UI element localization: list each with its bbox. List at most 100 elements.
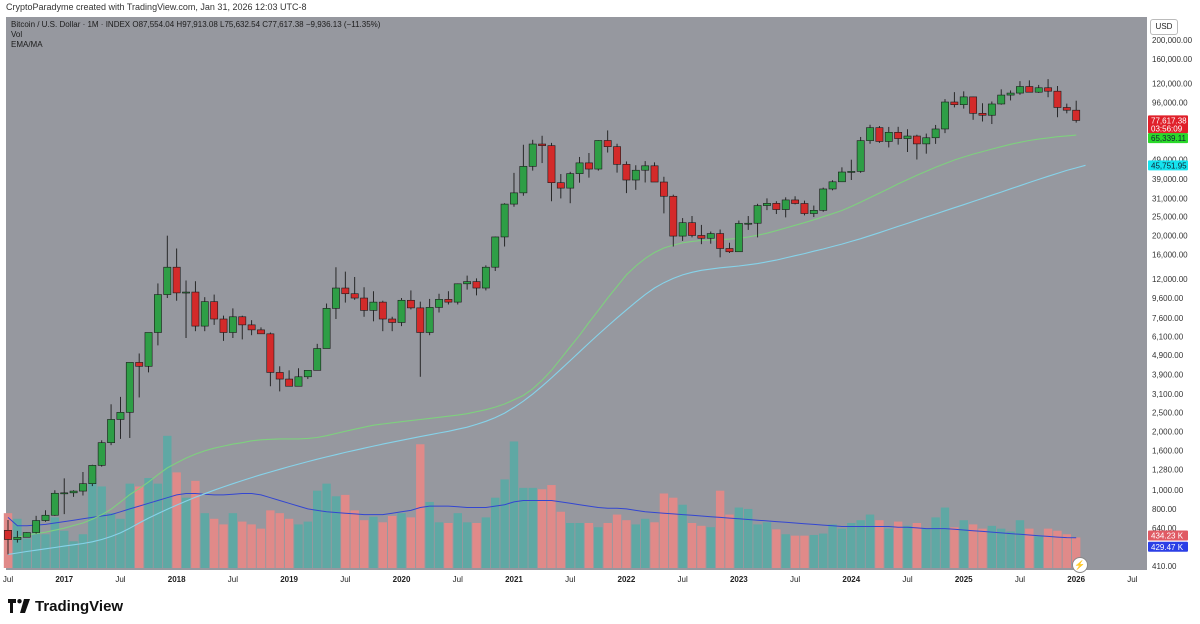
volume-bar <box>88 478 97 568</box>
volume-bar <box>163 435 172 568</box>
candle <box>688 216 696 238</box>
candle <box>341 271 350 303</box>
candle <box>275 366 284 392</box>
tradingview-logo-icon <box>8 599 30 613</box>
volume-bar <box>940 507 950 568</box>
legend-ema: EMA/MA <box>11 40 43 49</box>
volume-bar <box>678 504 687 568</box>
candle <box>734 220 743 253</box>
candle <box>472 278 481 296</box>
candle <box>125 362 134 438</box>
candle <box>856 136 865 173</box>
volume-bar <box>406 517 416 568</box>
volume-bar <box>1043 528 1053 568</box>
candle <box>144 332 153 373</box>
volume-bar <box>116 518 125 568</box>
volume-bar <box>978 528 987 568</box>
candle <box>969 96 978 120</box>
volume-bar <box>547 485 556 568</box>
volume-bar <box>303 521 313 568</box>
volume-bar <box>772 529 781 568</box>
candle <box>407 290 415 310</box>
candle <box>1044 79 1052 98</box>
volume-bar <box>22 538 31 568</box>
volume-bar <box>659 493 669 568</box>
candle <box>60 478 69 515</box>
candle <box>1072 100 1081 123</box>
candle <box>332 267 340 320</box>
candle <box>107 404 115 446</box>
currency-button[interactable]: USD <box>1150 19 1178 35</box>
time-axis[interactable] <box>0 570 1200 588</box>
candle <box>941 99 949 134</box>
candle <box>622 161 631 194</box>
candle <box>453 283 462 305</box>
candle <box>659 176 668 214</box>
candle <box>1053 85 1062 118</box>
volume-bar <box>594 527 603 568</box>
candle <box>641 161 650 183</box>
volume-bar <box>697 525 706 568</box>
candle <box>781 197 790 218</box>
ema-line <box>7 134 1077 541</box>
legend-vol: Vol <box>11 30 23 39</box>
candle <box>88 464 97 487</box>
volume-bar <box>968 524 978 568</box>
volume-bar <box>706 527 715 568</box>
volume-bar <box>378 522 387 568</box>
candle <box>678 218 687 241</box>
candle <box>210 294 219 325</box>
volume-bar <box>566 523 575 568</box>
candle <box>528 139 537 171</box>
volume-bar <box>1062 534 1072 568</box>
volume-bar <box>762 522 772 568</box>
candle <box>763 198 771 211</box>
volume-bar <box>153 483 163 568</box>
volume-bar <box>500 479 509 568</box>
candle <box>866 124 874 144</box>
price-axis[interactable] <box>1147 17 1200 570</box>
volume-bar <box>622 520 631 568</box>
candle <box>491 236 500 271</box>
volume-bar <box>228 513 238 568</box>
volume-bar <box>997 528 1006 568</box>
candle <box>931 124 940 144</box>
candle <box>725 242 734 254</box>
candle <box>547 142 556 202</box>
volume-bar <box>715 490 725 568</box>
candle <box>1006 90 1015 101</box>
volume-bar <box>200 513 209 568</box>
candle <box>519 144 528 196</box>
ma-line <box>7 164 1086 555</box>
volume-bar <box>359 520 369 568</box>
volume-bar <box>669 497 678 568</box>
volume-bar <box>284 518 294 568</box>
volume-bar <box>313 490 322 568</box>
candle <box>228 308 237 338</box>
volume-bar <box>575 523 584 568</box>
volume-bar <box>322 483 331 568</box>
volume-bar <box>509 441 519 568</box>
candle <box>257 327 265 335</box>
candle <box>13 530 22 543</box>
candle <box>650 162 659 183</box>
candle <box>884 126 893 148</box>
lightning-icon[interactable]: ⚡ <box>1072 557 1088 573</box>
volume-bar <box>725 514 734 568</box>
candle <box>1062 103 1071 114</box>
volume-bar <box>41 534 50 568</box>
volume-bar <box>481 517 491 568</box>
candle <box>294 368 303 387</box>
volume-bar <box>453 513 462 568</box>
candle <box>716 229 725 258</box>
candle <box>669 194 678 247</box>
candle <box>791 196 799 205</box>
volume-bar <box>491 497 500 568</box>
candle <box>116 396 125 439</box>
candle <box>388 316 397 332</box>
volume-bar <box>78 534 88 568</box>
volume-bar <box>519 487 528 568</box>
chart-legend: Bitcoin / U.S. Dollar · 1M · INDEX O87,5… <box>11 20 380 50</box>
candle <box>4 519 12 555</box>
